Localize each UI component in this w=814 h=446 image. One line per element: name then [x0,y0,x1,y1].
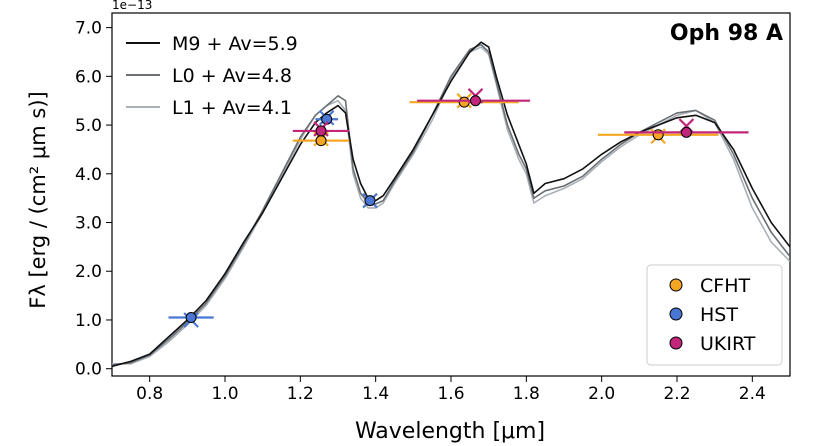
x-tick-label: 1.8 [513,384,540,404]
x-tick-label: 2.0 [588,384,615,404]
legend-label: L0 + Av=4.8 [172,65,292,87]
legend-label: L1 + Av=4.1 [172,97,292,119]
y-tick-label: 3.0 [75,214,102,234]
series-layer [112,41,790,368]
legend-label: UKIRT [700,333,756,355]
x-tick-label: 2.4 [739,384,766,404]
series-line-m9 [112,41,790,368]
y-tick-label: 6.0 [75,67,102,87]
legend-label: CFHT [700,275,750,297]
y-tick-label: 5.0 [75,116,102,136]
legend-photometry: CFHT HST UKIRT [646,264,783,366]
data-point-hst [185,312,197,324]
y-tick-label: 4.0 [75,165,102,185]
y-tick-label: 1.0 [75,311,102,331]
legend-models: M9 + Av=5.9 L0 + Av=4.8 L1 + Av=4.1 [126,33,298,119]
x-tick-label: 1.0 [211,384,238,404]
y-tick-label: 2.0 [75,262,102,282]
legend-marker [669,278,683,292]
x-axis: 0.8 1.0 1.2 1.4 1.6 1.8 2.0 2.2 2.4 [136,376,766,404]
y-tick-label: 7.0 [75,19,102,39]
legend-marker [669,336,683,350]
y-axis: 0.0 1.0 2.0 3.0 4.0 5.0 6.0 7.0 [75,19,112,380]
data-point-hst [364,195,376,207]
x-tick-label: 2.2 [663,384,690,404]
x-tick-label: 1.6 [437,384,464,404]
photometry-layer [168,88,749,328]
y-tick-label: 0.0 [75,360,102,380]
y-axis-label: Fλ [erg / (cm² μm s)] [26,91,50,308]
x-tick-label: 1.2 [287,384,314,404]
data-point-ukirt [680,126,692,138]
legend-label: M9 + Av=5.9 [172,33,298,55]
data-point-cfht [458,96,470,108]
data-point-cfht [315,135,327,147]
legend-label: HST [700,304,738,326]
legend-marker [669,307,683,321]
x-axis-label: Wavelength [μm] [355,419,545,444]
data-point-ukirt [469,95,481,107]
y-offset-label: 1e−13 [112,0,152,12]
x-tick-label: 1.4 [362,384,389,404]
x-tick-label: 0.8 [136,384,163,404]
data-point-ukirt [315,125,327,137]
chart-title: Oph 98 A [670,21,783,46]
